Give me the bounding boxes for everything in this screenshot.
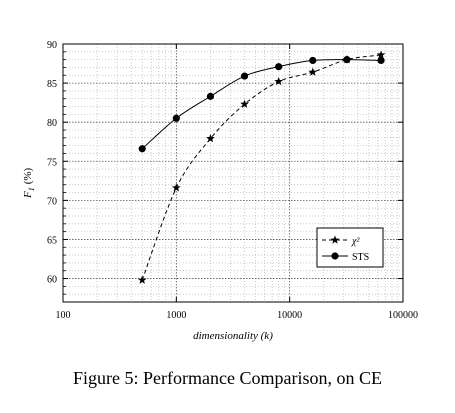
data-point-sts [172,114,180,122]
y-tick-label: 80 [47,118,57,129]
x-axis-label: dimensionality (k) [193,330,273,342]
data-point-sts [275,63,283,71]
data-point-chi-square [274,76,284,86]
data-point-sts [206,92,215,100]
x-tick-label: 10000 [277,310,302,321]
data-point-sts [138,145,146,153]
data-point-chi-square [171,183,181,192]
y-axis-label-main: F [22,191,34,199]
data-point-sts [377,56,385,65]
data-point-sts [240,72,249,80]
plot-frame [62,43,404,303]
data-point-chi-square [206,134,215,143]
y-tick-label: 85 [47,79,57,90]
y-tick-label: 75 [47,157,57,168]
x-tick-label: 1000 [166,310,186,321]
y-tick-label: 70 [47,196,57,207]
chart: 60 65 70 75 80 85 90 100 1000 10000 100000 dimensi… [22,40,418,342]
y-tick-label: 60 [47,275,57,286]
data-point-sts [343,56,351,64]
legend-box [316,227,384,268]
x-tick-label: 100000 [388,310,418,321]
legend-item-sts: STS [322,252,369,263]
series-group [137,50,386,284]
data-point-chi-square [240,99,249,108]
y-tick-label: 65 [47,235,57,246]
data-point-chi-square [308,67,318,76]
axis-ticks: 60 65 70 75 80 85 90 100 1000 10000 100000 [47,40,418,321]
x-tick-label: 100 [56,310,71,321]
legend-marker-sts [331,252,339,260]
legend: χ² STS [316,227,384,268]
data-point-sts [309,56,317,65]
legend-marker-chi-square [330,235,340,244]
series-sts [138,56,385,153]
y-axis-label-sub: 1 [27,187,36,191]
legend-item-chi-square: χ² [322,235,360,247]
svg-text:F1(%): F1 (%) [22,167,36,199]
data-point-chi-square [137,275,147,284]
series-line-sts [141,59,382,150]
legend-label-sts: STS [352,252,369,263]
y-axis-label-unit: (%) [22,167,34,184]
legend-label-chi-square: χ² [351,236,360,247]
y-tick-label: 90 [47,40,57,51]
y-axis-label: F1 (%) [22,167,36,199]
data-point-chi-square [376,50,386,59]
figure-caption: Figure 5: Performance Comparison, on CE [73,368,382,388]
grid-lines [63,44,403,302]
